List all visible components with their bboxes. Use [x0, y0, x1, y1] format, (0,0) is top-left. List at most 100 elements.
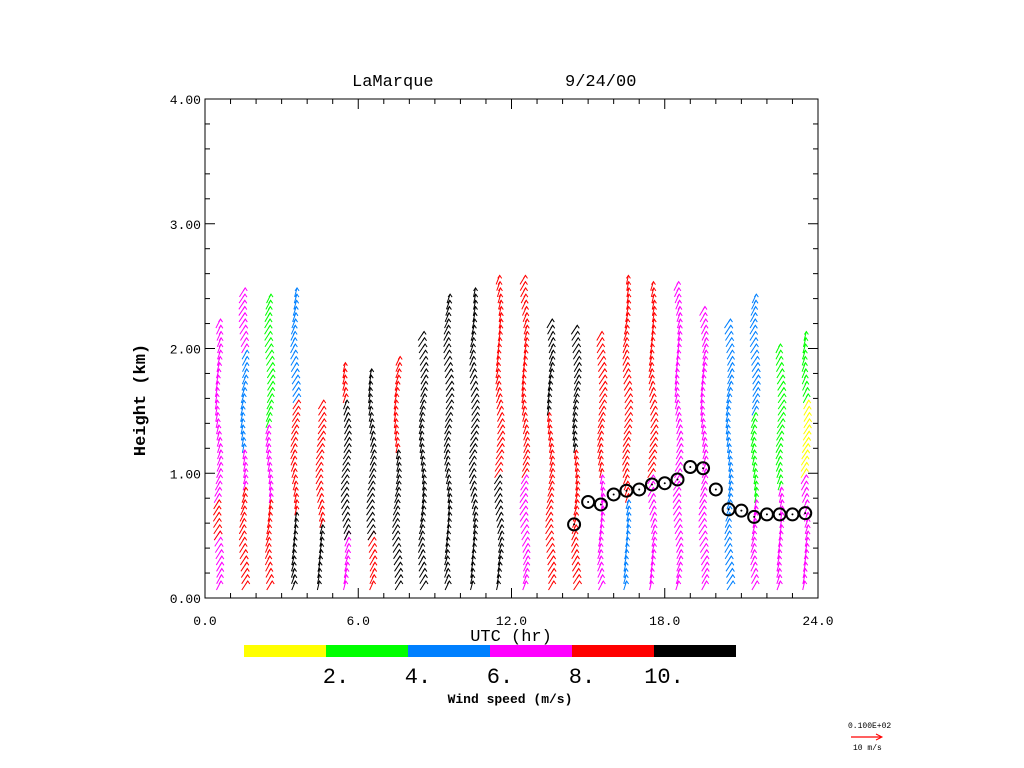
wind-vector-head [704, 580, 710, 585]
wind-vector-head [240, 430, 246, 435]
wind-vector-head [600, 343, 606, 348]
wind-vector-head [626, 499, 632, 504]
wind-vector-head [445, 542, 451, 547]
wind-vector [472, 537, 476, 547]
wind-profile-17.5 [647, 280, 659, 591]
wind-vector-head [242, 286, 248, 292]
wind-vector-head [370, 523, 376, 529]
wind-vector-head [677, 467, 683, 473]
wind-vector [779, 524, 783, 534]
wind-vector-head [293, 349, 299, 354]
wind-vector-head [547, 411, 552, 416]
wind-vector-head [728, 474, 734, 479]
wind-vector-head [320, 511, 326, 516]
wind-vector-head [218, 474, 224, 479]
wind-vector-head [753, 467, 759, 473]
wind-vector [753, 499, 758, 510]
wind-vector-head [728, 480, 734, 485]
wind-vector [292, 537, 296, 547]
wind-vector-head [574, 392, 580, 398]
wind-vector-head [625, 449, 631, 454]
wind-vector-head [267, 555, 273, 560]
wind-vector-head [524, 530, 530, 535]
wind-vector-head [652, 311, 657, 317]
wind-vector-head [219, 567, 225, 572]
wind-vector-head [421, 561, 427, 566]
wind-vector [754, 493, 758, 503]
wind-vector-head [244, 368, 250, 373]
wind-vector-head [624, 343, 630, 348]
wind-vector-head [447, 486, 453, 491]
wind-vector [674, 368, 678, 379]
wind-vector-head [371, 474, 377, 479]
wind-vector-head [649, 355, 655, 360]
wind-vector-head [626, 436, 632, 441]
wind-vector [575, 481, 579, 491]
wind-vector [498, 325, 502, 335]
wind-vector-head [398, 573, 404, 579]
wind-vector [700, 412, 704, 422]
wind-vector-head [752, 555, 758, 560]
wind-vector [700, 393, 704, 404]
wind-vector-head [524, 517, 529, 522]
colorbar-tick-label: 8. [569, 665, 595, 690]
wind-vector-head [752, 536, 757, 541]
wind-vector-head [242, 530, 247, 535]
wind-vector-head [445, 455, 451, 460]
wind-vector-head [294, 499, 300, 504]
wind-vector-head [317, 580, 322, 585]
wind-vector-head [421, 505, 427, 510]
wind-vector-head [419, 436, 425, 441]
wind-vector [472, 306, 476, 316]
wind-vector-head [244, 343, 250, 348]
wind-vector-head [752, 424, 758, 429]
wind-vector-head [777, 580, 783, 585]
wind-vector-head [445, 567, 451, 572]
wind-vector-head [473, 517, 479, 522]
colorbar-segment [654, 645, 736, 657]
wind-vector-head [779, 368, 785, 373]
wind-vector-head [244, 336, 250, 342]
wind-vector-head [344, 567, 350, 572]
wind-vector-head [678, 449, 684, 454]
wind-vector-head [549, 368, 555, 373]
wind-vector-head [368, 399, 374, 404]
wind-vector [599, 524, 603, 535]
wind-vector-head [266, 536, 272, 541]
wind-vector [623, 562, 627, 572]
wind-vector-head [780, 424, 785, 429]
y-tick-label: 3.00 [170, 218, 201, 233]
wind-vector-head [499, 442, 505, 448]
wind-vector-head [728, 555, 734, 560]
wind-vector-head [267, 417, 273, 423]
wind-vector-head [268, 474, 274, 479]
wind-vector [547, 424, 551, 435]
wind-vector-head [471, 361, 477, 366]
wind-vector-head [525, 548, 531, 554]
wind-vector-head [270, 386, 276, 391]
wind-vector-head [523, 417, 529, 423]
wind-vector-head [550, 542, 556, 547]
wind-vector-head [754, 343, 759, 348]
wind-vector-head [777, 567, 783, 572]
colorbar-segment [244, 645, 326, 657]
wind-vector [600, 499, 604, 510]
wind-vector-head [653, 436, 659, 441]
wind-vector [421, 487, 426, 497]
wind-vector-head [369, 368, 375, 373]
wind-vector-head [601, 361, 607, 366]
wind-vector-head [702, 368, 708, 373]
wind-vector-head [575, 330, 581, 335]
wind-vector-head [268, 486, 274, 491]
wind-vector [700, 400, 704, 410]
wind-vector-head [649, 361, 655, 366]
wind-vector-head [652, 517, 658, 522]
wind-vector-head [576, 573, 582, 579]
wind-vector-head [704, 336, 709, 342]
wind-vector-head [702, 311, 708, 317]
wind-vector-head [319, 449, 325, 454]
wind-vector [293, 524, 297, 534]
wind-vector-head [293, 436, 299, 441]
wind-vector-head [674, 380, 680, 385]
wind-vector-head [547, 417, 553, 423]
